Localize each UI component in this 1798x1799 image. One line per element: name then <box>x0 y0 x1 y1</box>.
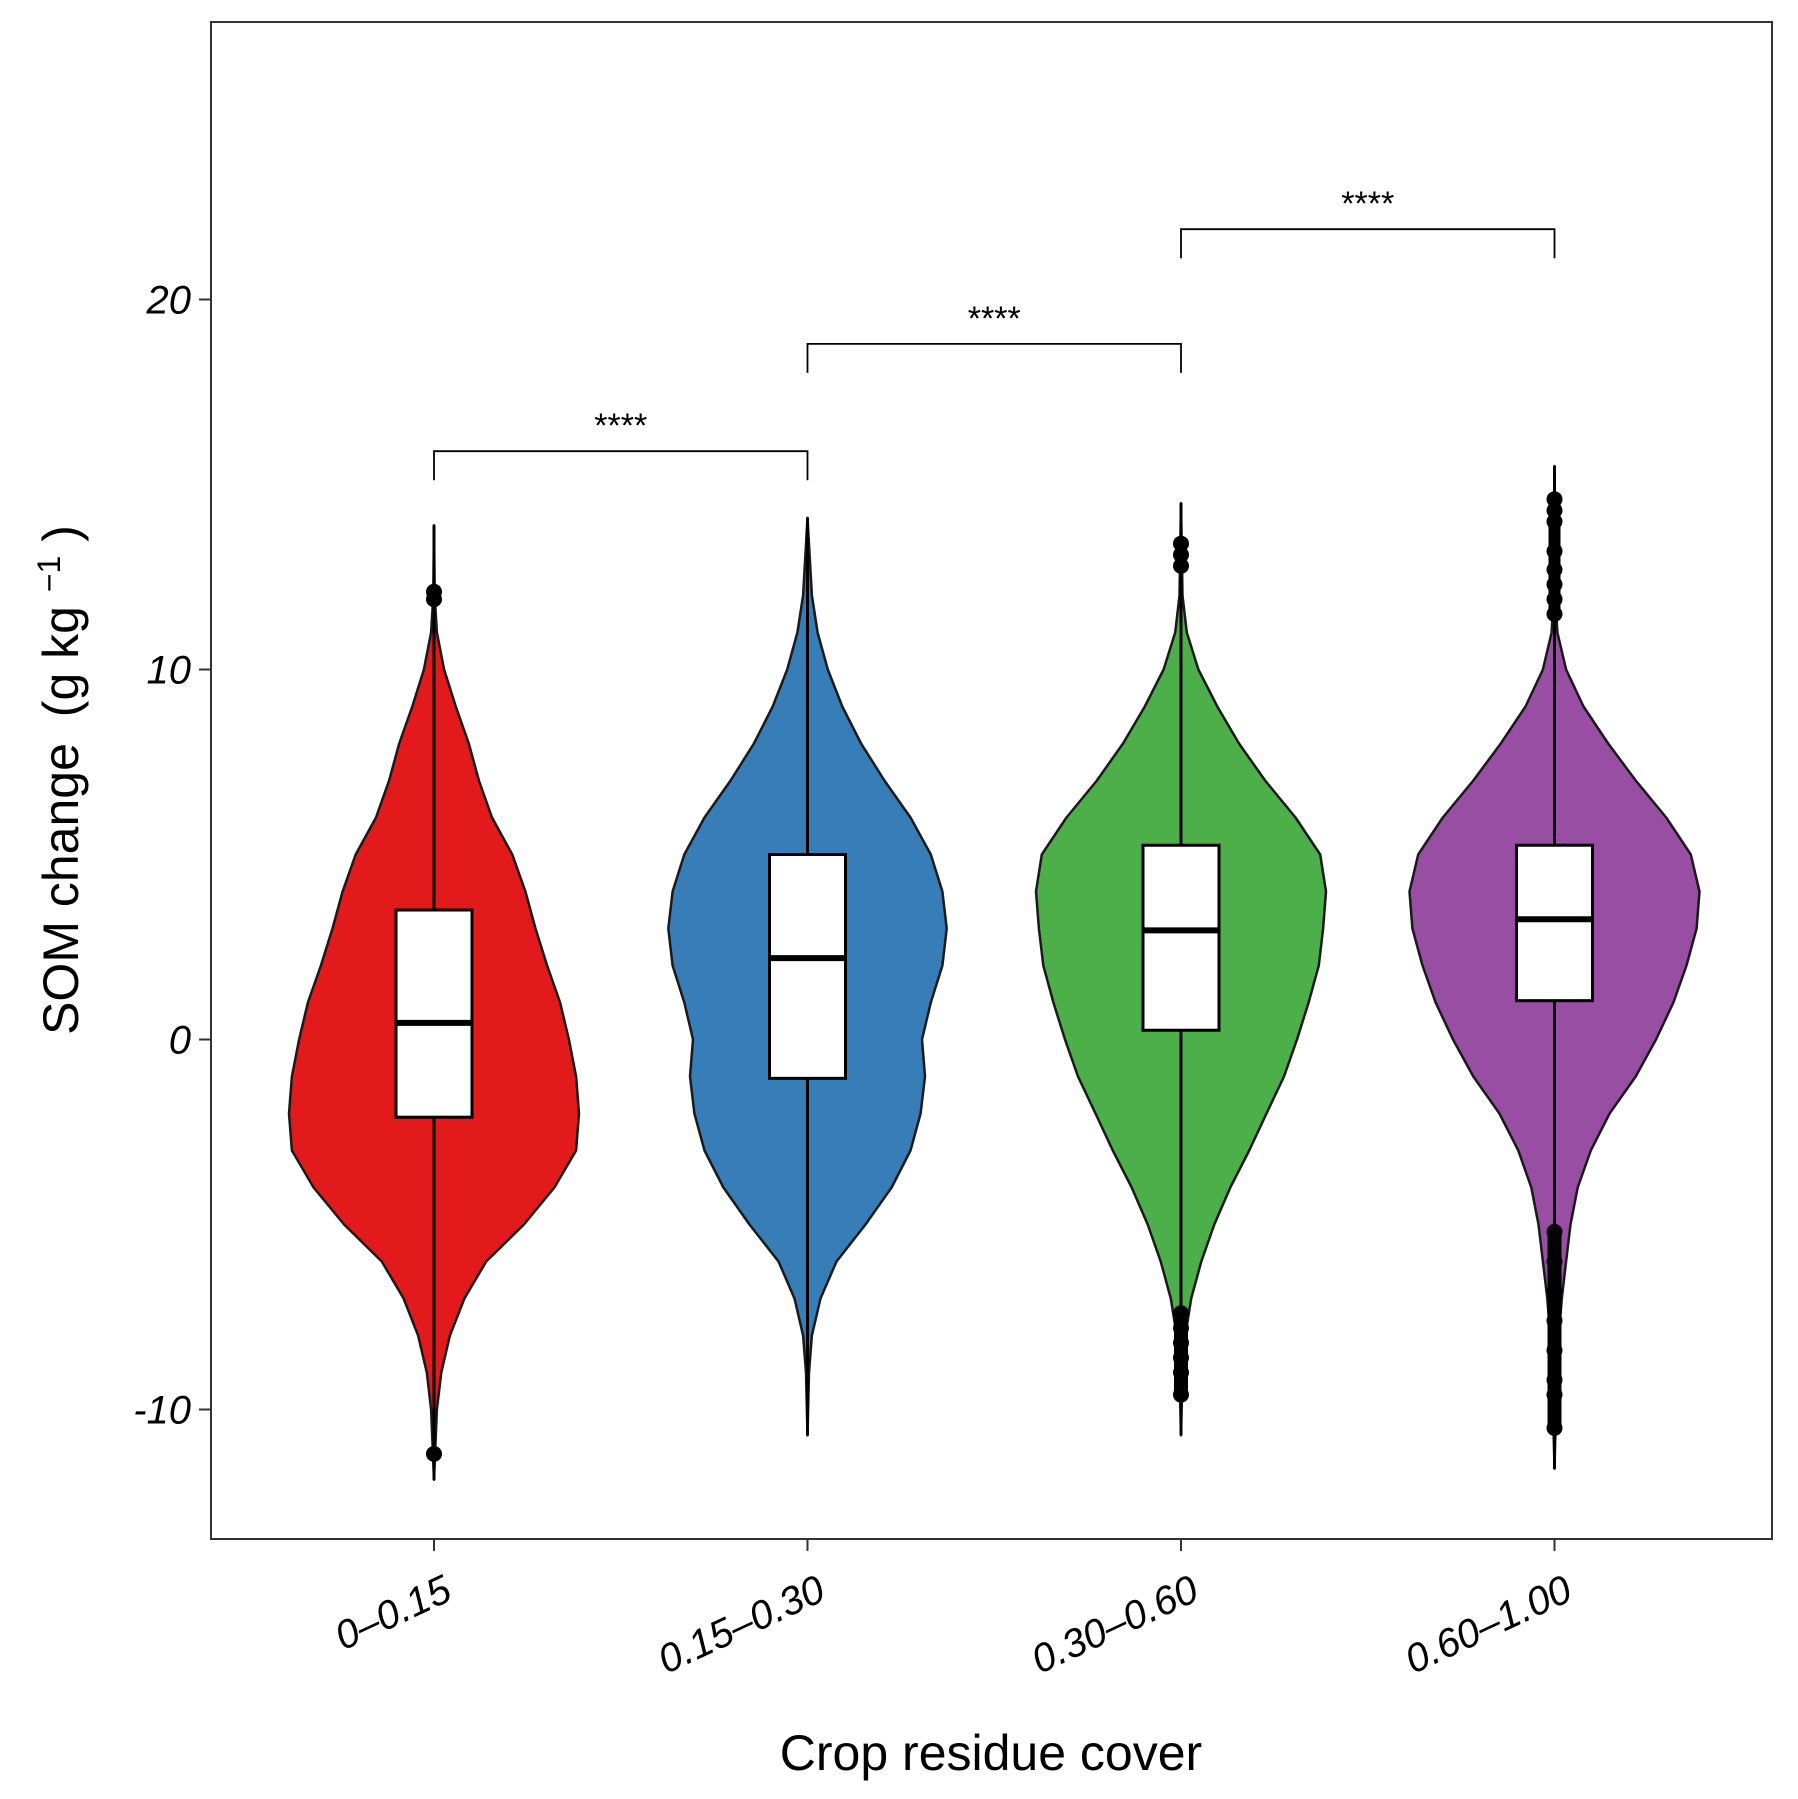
outlier-point-2-0 <box>1173 546 1189 563</box>
outlier-point-2-2 <box>1173 557 1189 574</box>
significance-label-2: **** <box>1341 185 1394 223</box>
significance-layer: **** **** **** <box>433 185 1556 481</box>
box-0 <box>394 908 474 1119</box>
x-tick-label-1: 0.15–0.30 <box>651 1567 831 1682</box>
significance-label-0: **** <box>594 407 647 445</box>
outlier-point-0-1 <box>426 583 442 600</box>
y-tick-label-2: 10 <box>147 649 192 693</box>
significance-bracket-2 <box>1180 228 1556 259</box>
significance-bracket-1 <box>806 343 1182 373</box>
significance-bracket-0 <box>433 450 809 481</box>
x-tick-label-0: 0–0.15 <box>328 1567 458 1659</box>
x-axis-title: Crop residue cover <box>780 1725 1202 1781</box>
significance-label-1: **** <box>968 300 1021 338</box>
y-tick-label-0: -10 <box>133 1389 191 1433</box>
x-tick-label-2: 0.30–0.60 <box>1025 1567 1205 1682</box>
x-axis: 0–0.15 0.15–0.30 0.30–0.60 0.60–1.00 <box>328 1539 1578 1682</box>
box-layer <box>394 466 1594 1480</box>
y-tick-label-1: 0 <box>169 1019 191 1063</box>
y-axis-title: SOM change (g kg −1 ) <box>15 525 89 1035</box>
outlier-point-0-2 <box>426 1445 442 1462</box>
y-axis-title-unit-sup: −1 <box>31 556 67 592</box>
y-axis-title-unit-close: ) <box>33 525 89 542</box>
x-tick-label-3: 0.60–1.00 <box>1398 1567 1578 1682</box>
plot-panel-border <box>210 21 1773 1540</box>
y-axis: -10 0 10 20 <box>133 279 211 1433</box>
y-axis-title-main: SOM change <box>33 743 89 1035</box>
outlier-point-2-1 <box>1173 535 1189 552</box>
violin-layer <box>287 464 1701 1482</box>
box-3 <box>1515 843 1594 1003</box>
box-2 <box>1141 843 1221 1032</box>
y-axis-title-unit: (g kg <box>33 606 89 717</box>
box-1 <box>768 853 847 1080</box>
y-tick-label-3: 20 <box>146 279 192 323</box>
